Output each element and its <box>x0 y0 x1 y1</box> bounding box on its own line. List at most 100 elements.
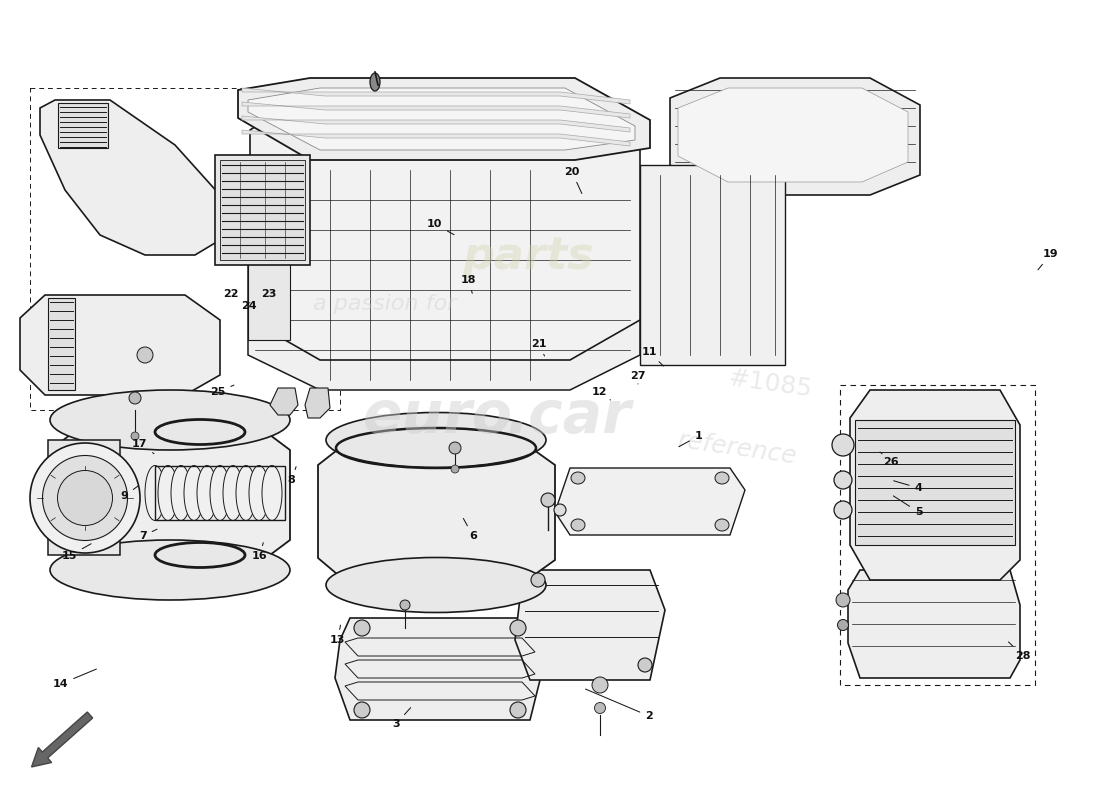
Polygon shape <box>640 165 785 365</box>
Polygon shape <box>250 85 640 360</box>
Ellipse shape <box>400 600 410 610</box>
Ellipse shape <box>50 390 290 450</box>
Polygon shape <box>678 88 908 182</box>
Ellipse shape <box>451 465 459 473</box>
Ellipse shape <box>131 432 139 440</box>
Text: 17: 17 <box>132 439 154 454</box>
Polygon shape <box>20 295 220 395</box>
Ellipse shape <box>510 620 526 636</box>
Polygon shape <box>305 388 330 418</box>
Ellipse shape <box>715 519 729 531</box>
Polygon shape <box>220 160 305 260</box>
Ellipse shape <box>129 392 141 404</box>
Ellipse shape <box>715 472 729 484</box>
Text: 23: 23 <box>261 290 276 299</box>
Polygon shape <box>238 78 650 160</box>
Text: 22: 22 <box>223 290 239 299</box>
Text: 12: 12 <box>592 387 611 400</box>
Ellipse shape <box>354 620 370 636</box>
Ellipse shape <box>138 347 153 363</box>
Text: 19: 19 <box>1038 250 1058 270</box>
Polygon shape <box>270 388 298 415</box>
Ellipse shape <box>571 519 585 531</box>
Text: 24: 24 <box>241 301 256 310</box>
Ellipse shape <box>837 619 848 630</box>
Polygon shape <box>248 200 290 340</box>
Ellipse shape <box>592 677 608 693</box>
Ellipse shape <box>510 702 526 718</box>
Polygon shape <box>515 570 666 680</box>
Text: euro: euro <box>363 387 513 445</box>
Text: 9: 9 <box>120 486 139 501</box>
Polygon shape <box>58 103 108 148</box>
Ellipse shape <box>326 558 546 613</box>
Ellipse shape <box>541 493 556 507</box>
Polygon shape <box>48 440 120 555</box>
Polygon shape <box>48 298 75 390</box>
Polygon shape <box>670 78 920 195</box>
Polygon shape <box>242 88 630 104</box>
Polygon shape <box>850 390 1020 580</box>
Polygon shape <box>336 618 544 720</box>
Text: 3: 3 <box>393 708 410 729</box>
Ellipse shape <box>158 466 178 521</box>
Polygon shape <box>848 570 1020 678</box>
Text: 4: 4 <box>893 481 923 493</box>
Ellipse shape <box>50 540 290 600</box>
Polygon shape <box>242 116 630 132</box>
Ellipse shape <box>571 472 585 484</box>
Ellipse shape <box>354 702 370 718</box>
Ellipse shape <box>184 466 204 521</box>
Polygon shape <box>50 420 290 570</box>
Ellipse shape <box>57 470 112 526</box>
Ellipse shape <box>836 593 850 607</box>
Ellipse shape <box>210 466 230 521</box>
Text: 2: 2 <box>585 689 653 721</box>
Text: 14: 14 <box>53 669 97 689</box>
Ellipse shape <box>223 466 243 521</box>
Text: 26: 26 <box>880 452 899 466</box>
Ellipse shape <box>834 501 852 519</box>
Ellipse shape <box>145 466 165 521</box>
Polygon shape <box>40 100 220 255</box>
Text: 7: 7 <box>139 530 157 541</box>
Ellipse shape <box>594 702 605 714</box>
Ellipse shape <box>249 466 270 521</box>
Text: reference: reference <box>675 428 799 468</box>
Text: 16: 16 <box>252 542 267 561</box>
Ellipse shape <box>326 413 546 467</box>
Text: #1085: #1085 <box>727 366 813 402</box>
Text: 18: 18 <box>461 275 476 294</box>
Polygon shape <box>556 468 745 535</box>
Text: 25: 25 <box>210 385 234 397</box>
Text: 1: 1 <box>679 431 703 446</box>
Text: 20: 20 <box>564 167 582 194</box>
Text: .car: .car <box>506 387 631 445</box>
Ellipse shape <box>236 466 256 521</box>
Ellipse shape <box>449 442 461 454</box>
Ellipse shape <box>43 455 128 541</box>
Polygon shape <box>214 155 310 265</box>
Ellipse shape <box>638 658 652 672</box>
Ellipse shape <box>262 466 282 521</box>
Text: a passion for: a passion for <box>314 294 456 314</box>
FancyArrow shape <box>32 712 92 767</box>
Ellipse shape <box>30 443 140 553</box>
Text: 6: 6 <box>463 518 477 541</box>
Polygon shape <box>242 130 630 146</box>
Ellipse shape <box>554 504 566 516</box>
Text: parts: parts <box>462 234 594 278</box>
Text: 8: 8 <box>287 466 296 485</box>
Text: 11: 11 <box>641 347 663 366</box>
Text: 13: 13 <box>330 625 345 645</box>
Polygon shape <box>855 420 1015 545</box>
Text: 28: 28 <box>1009 642 1031 661</box>
Ellipse shape <box>834 471 852 489</box>
Ellipse shape <box>170 466 191 521</box>
Polygon shape <box>248 88 635 150</box>
Text: 27: 27 <box>630 371 646 384</box>
Polygon shape <box>242 102 630 118</box>
Ellipse shape <box>531 573 544 587</box>
Ellipse shape <box>832 434 854 456</box>
Text: 15: 15 <box>62 544 91 561</box>
